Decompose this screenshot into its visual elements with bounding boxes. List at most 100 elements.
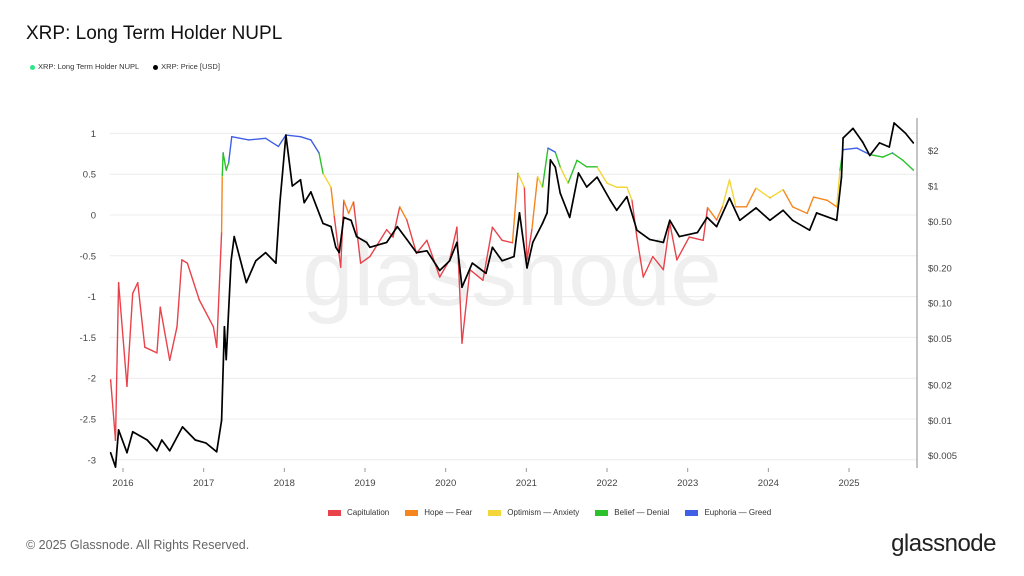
nupl-segment	[523, 186, 528, 261]
green-dot-icon	[30, 64, 35, 70]
nupl-point	[631, 199, 633, 201]
price-point	[861, 141, 864, 143]
legend-zone-capitulation[interactable]: Capitulation	[328, 508, 389, 517]
glassnode-logo[interactable]: glassnode	[891, 530, 996, 557]
price-point	[279, 201, 281, 204]
nupl-segment	[231, 135, 250, 141]
price-point	[518, 212, 521, 214]
nupl-segment	[662, 222, 671, 271]
nupl-segment	[126, 292, 134, 388]
nupl-segment	[114, 282, 120, 441]
legend-item-nupl[interactable]: XRP: Long Term Holder NUPL	[30, 62, 139, 71]
nupl-segment	[221, 152, 224, 178]
price-point	[438, 269, 441, 272]
price-point	[878, 142, 881, 144]
nupl-segment	[606, 182, 618, 188]
nupl-segment	[137, 282, 146, 348]
nupl-segment	[576, 159, 588, 168]
nupl-segment	[706, 206, 718, 221]
nupl-point	[676, 259, 678, 261]
y-left-tick-label: -1.5	[80, 333, 96, 344]
price-point	[668, 219, 671, 222]
nupl-point	[310, 139, 312, 141]
nupl-point	[198, 299, 200, 301]
price-point	[131, 430, 134, 433]
price-point	[808, 229, 811, 231]
nupl-point	[902, 159, 904, 161]
nupl-point	[222, 152, 224, 154]
y-left-tick-label: -3	[88, 455, 96, 466]
y-left-tick-label: -1	[88, 292, 96, 303]
price-point	[728, 197, 731, 199]
nupl-segment	[856, 147, 871, 156]
nupl-segment	[186, 262, 200, 301]
price-point	[330, 225, 332, 228]
nupl-point	[652, 256, 654, 258]
legend-label: Optimism — Anxiety	[507, 508, 580, 517]
nupl-point	[642, 276, 644, 278]
price-point	[194, 439, 197, 441]
price-point	[513, 255, 515, 258]
legend-label: XRP: Long Term Holder NUPL	[38, 62, 140, 71]
price-point	[275, 262, 277, 264]
nupl-point	[386, 229, 388, 231]
price-point	[888, 146, 891, 148]
legend-zone-euphoria-greed[interactable]: Euphoria — Greed	[685, 508, 771, 517]
price-point	[461, 286, 463, 288]
nupl-point	[137, 282, 139, 284]
nupl-point	[169, 359, 171, 361]
nupl-point	[912, 169, 914, 171]
nupl-point	[132, 292, 134, 294]
x-tick-label: 2016	[112, 478, 133, 489]
nupl-segment	[676, 236, 690, 261]
price-point	[912, 142, 915, 144]
price-point	[491, 246, 494, 249]
nupl-point	[343, 199, 345, 201]
nupl-point	[228, 162, 230, 164]
price-point	[220, 419, 223, 422]
nupl-point	[348, 212, 350, 214]
price-point	[245, 281, 248, 284]
nupl-point	[586, 166, 588, 168]
nupl-point	[559, 166, 561, 168]
price-point	[369, 246, 371, 249]
price-point	[568, 216, 571, 219]
legend-label: Euphoria — Greed	[704, 508, 772, 517]
price-point	[755, 207, 757, 209]
nupl-point	[318, 152, 320, 154]
price-point	[181, 426, 184, 428]
nupl-segment	[755, 187, 771, 199]
nupl-point	[735, 206, 737, 208]
price-point	[215, 450, 218, 453]
nupl-point	[144, 346, 146, 348]
price-point	[596, 176, 598, 178]
nupl-segment	[220, 175, 223, 234]
y-left-tick-label: 1	[91, 129, 96, 140]
legend-label: XRP: Price [USD]	[161, 62, 220, 71]
price-point	[585, 186, 588, 188]
nupl-segment	[835, 169, 841, 208]
price-point	[365, 241, 368, 244]
nupl-point	[531, 229, 533, 231]
price-point	[706, 216, 708, 219]
price-point	[678, 235, 681, 238]
legend-zone-hope-fear[interactable]: Hope — Fear	[405, 508, 472, 517]
price-point	[609, 199, 611, 201]
nupl-segment	[902, 159, 915, 171]
nupl-segment	[285, 134, 302, 138]
price-point	[285, 134, 287, 136]
nupl-segment	[526, 228, 533, 261]
price-point	[531, 241, 534, 244]
price-point	[559, 192, 561, 194]
nupl-point	[340, 266, 342, 268]
nupl-segment	[806, 196, 815, 215]
legend-item-price[interactable]: XRP: Price [USD]	[153, 62, 220, 71]
nupl-point	[567, 182, 569, 184]
nupl-point	[688, 236, 690, 238]
nupl-segment	[277, 134, 287, 148]
nupl-segment	[347, 201, 355, 215]
legend-zone-belief-denial[interactable]: Belief — Denial	[595, 508, 669, 517]
legend-zone-optimism-anxiety[interactable]: Optimism — Anxiety	[488, 508, 579, 517]
price-point	[769, 219, 771, 222]
